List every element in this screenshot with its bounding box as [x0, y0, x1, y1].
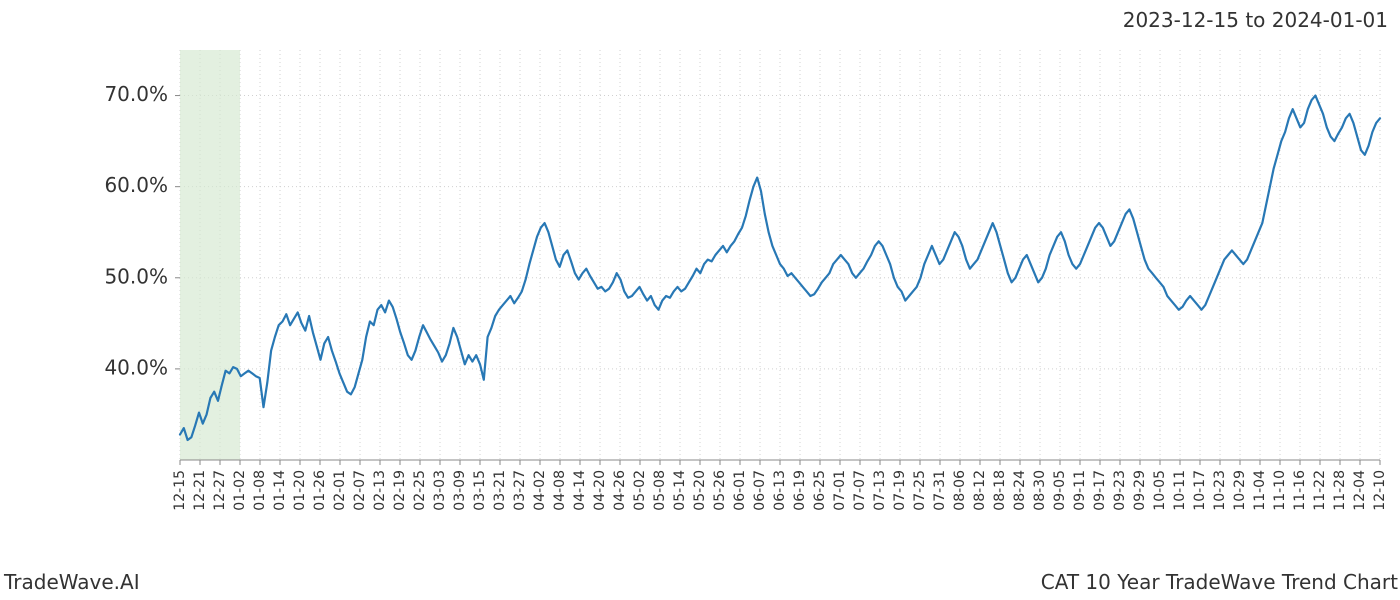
x-tick-label: 07-25 [912, 470, 928, 511]
x-tick-label: 03-27 [512, 470, 528, 511]
x-tick-label: 03-09 [452, 470, 468, 511]
trend-chart: 40.0% 50.0% 60.0% 70.0% 12-1512-2112-2701-02… [0, 40, 1400, 560]
x-tick-label: 11-16 [1292, 470, 1308, 511]
x-tick-label: 09-29 [1132, 470, 1148, 511]
x-tick-label: 02-07 [352, 470, 368, 511]
x-tick-label: 08-24 [1012, 470, 1028, 511]
x-tick-label: 09-17 [1092, 470, 1108, 511]
x-tick-label: 07-19 [892, 470, 908, 511]
x-tick-label: 05-14 [672, 470, 688, 511]
x-tick-label: 12-15 [172, 470, 188, 511]
x-tick-label: 04-02 [532, 470, 548, 511]
x-tick-label: 08-06 [952, 470, 968, 511]
x-tick-label: 06-01 [732, 470, 748, 511]
x-tick-label: 06-25 [812, 470, 828, 511]
x-tick-label: 05-08 [652, 470, 668, 511]
x-tick-label: 10-29 [1232, 470, 1248, 511]
x-tick-label: 09-05 [1052, 470, 1068, 511]
x-tick-label: 01-20 [292, 470, 308, 511]
x-tick-label: 02-01 [332, 470, 348, 511]
x-tick-label: 10-23 [1212, 470, 1228, 511]
x-tick-label: 01-08 [252, 470, 268, 511]
x-tick-label: 09-11 [1072, 470, 1088, 511]
x-tick-label: 07-13 [872, 470, 888, 511]
x-tick-label: 12-27 [212, 470, 228, 511]
x-tick-label: 06-07 [752, 470, 768, 511]
y-tick-label: 60.0% [104, 173, 168, 197]
x-tick-label: 06-13 [772, 470, 788, 511]
x-tick-label: 06-19 [792, 470, 808, 511]
x-tick-label: 11-10 [1272, 470, 1288, 511]
x-tick-label: 10-11 [1172, 470, 1188, 511]
y-tick-label: 70.0% [104, 82, 168, 106]
x-tick-label: 08-18 [992, 470, 1008, 511]
x-tick-label: 08-12 [972, 470, 988, 511]
chart-title: CAT 10 Year TradeWave Trend Chart [1041, 570, 1398, 594]
x-tick-label: 01-02 [232, 470, 248, 511]
x-tick-label: 05-20 [692, 470, 708, 511]
x-tick-label: 04-20 [592, 470, 608, 511]
x-tick-label: 12-10 [1372, 470, 1388, 511]
x-tick-label: 11-04 [1252, 470, 1268, 511]
x-tick-label: 10-05 [1152, 470, 1168, 511]
x-tick-label: 12-21 [192, 470, 208, 511]
x-tick-label: 07-31 [932, 470, 948, 511]
brand-label: TradeWave.AI [4, 570, 140, 594]
x-tick-label: 03-03 [432, 470, 448, 511]
x-tick-label: 11-22 [1312, 470, 1328, 511]
x-tick-label: 01-14 [272, 470, 288, 511]
x-tick-label: 07-07 [852, 470, 868, 511]
x-tick-label: 02-13 [372, 470, 388, 511]
x-tick-label: 11-28 [1332, 470, 1348, 511]
x-tick-label: 03-15 [472, 470, 488, 511]
x-tick-label: 08-30 [1032, 470, 1048, 511]
x-tick-label: 01-26 [312, 470, 328, 511]
x-tick-label: 05-02 [632, 470, 648, 511]
y-tick-label: 50.0% [104, 264, 168, 288]
date-range-label: 2023-12-15 to 2024-01-01 [1123, 8, 1388, 32]
x-tick-label: 04-26 [612, 470, 628, 511]
x-tick-label: 09-23 [1112, 470, 1128, 511]
x-tick-label: 03-21 [492, 470, 508, 511]
x-tick-label: 05-26 [712, 470, 728, 511]
x-tick-label: 12-04 [1352, 470, 1368, 511]
x-tick-label: 10-17 [1192, 470, 1208, 511]
x-tick-label: 02-19 [392, 470, 408, 511]
x-tick-label: 07-01 [832, 470, 848, 511]
x-tick-label: 02-25 [412, 470, 428, 511]
x-tick-label: 04-08 [552, 470, 568, 511]
x-tick-label: 04-14 [572, 470, 588, 511]
y-tick-label: 40.0% [104, 355, 168, 379]
